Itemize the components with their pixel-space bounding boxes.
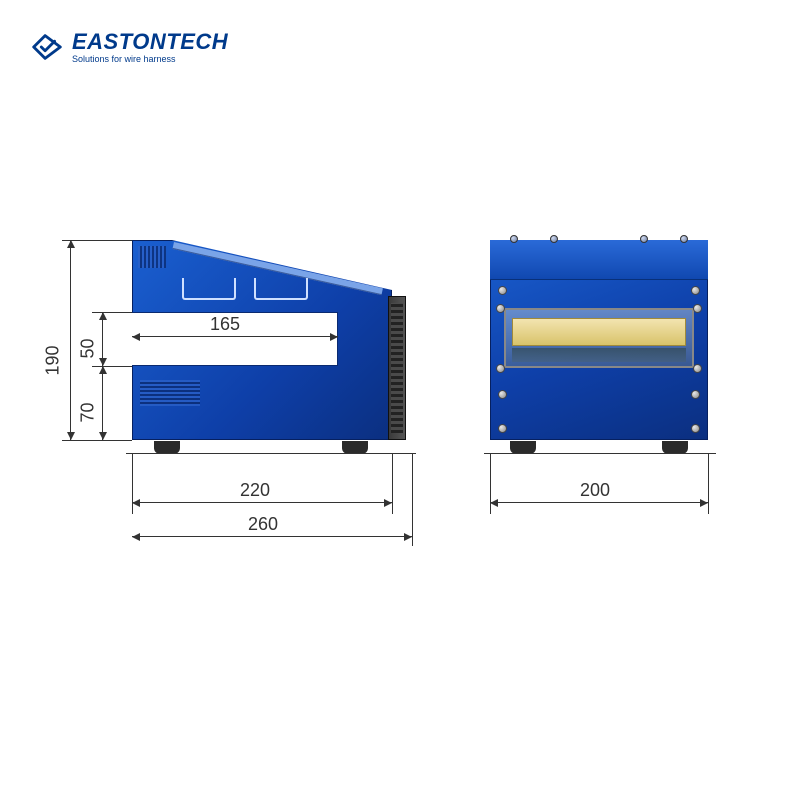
front-top-cover (490, 240, 708, 280)
screw-icon (693, 364, 702, 373)
arrow-icon (132, 333, 140, 341)
arrow-icon (700, 499, 708, 507)
dim-label-70: 70 (78, 402, 99, 422)
drawing-stage: 165 220 260 190 50 70 (0, 0, 800, 800)
arrow-icon (384, 499, 392, 507)
arrow-icon (330, 333, 338, 341)
side-vent-left (140, 380, 200, 406)
dim-label-200: 200 (580, 480, 610, 501)
side-feet (132, 440, 392, 454)
arrow-icon (99, 366, 107, 374)
ext-line (708, 454, 709, 514)
dim-line-165 (132, 336, 338, 337)
side-brackets (182, 278, 312, 302)
arrow-icon (67, 432, 75, 440)
dim-label-260: 260 (248, 514, 278, 535)
screw-icon (498, 390, 507, 399)
dim-line-190 (70, 240, 71, 440)
arrow-icon (132, 499, 140, 507)
bolt-icon (510, 235, 518, 243)
screw-icon (498, 424, 507, 433)
bolt-icon (680, 235, 688, 243)
arrow-icon (99, 312, 107, 320)
side-fan (388, 296, 406, 440)
dim-line-220 (132, 502, 392, 503)
arrow-icon (67, 240, 75, 248)
front-window (504, 308, 694, 368)
front-feet (490, 440, 708, 454)
side-vent-top (138, 246, 166, 268)
dim-line-200 (490, 502, 708, 503)
side-floor-line (126, 453, 416, 454)
screw-icon (498, 286, 507, 295)
bracket-icon (182, 278, 236, 300)
arrow-icon (99, 432, 107, 440)
front-floor-line (484, 453, 716, 454)
ext-line (62, 440, 132, 441)
screw-icon (693, 304, 702, 313)
dim-label-220: 220 (240, 480, 270, 501)
dim-line-70 (102, 366, 103, 440)
ext-line (412, 454, 413, 546)
screw-icon (691, 286, 700, 295)
ext-line (392, 454, 393, 514)
screw-icon (496, 304, 505, 313)
dim-label-165: 165 (210, 314, 240, 335)
screw-icon (691, 390, 700, 399)
dim-label-50: 50 (78, 338, 99, 358)
bolt-icon (550, 235, 558, 243)
screw-icon (691, 424, 700, 433)
arrow-icon (404, 533, 412, 541)
arrow-icon (490, 499, 498, 507)
screw-icon (496, 364, 505, 373)
bolt-icon (640, 235, 648, 243)
heater-element (512, 318, 686, 346)
arrow-icon (99, 358, 107, 366)
window-reflection (512, 348, 686, 362)
arrow-icon (132, 533, 140, 541)
dim-label-190: 190 (43, 345, 64, 375)
bracket-icon (254, 278, 308, 300)
dim-line-260 (132, 536, 412, 537)
